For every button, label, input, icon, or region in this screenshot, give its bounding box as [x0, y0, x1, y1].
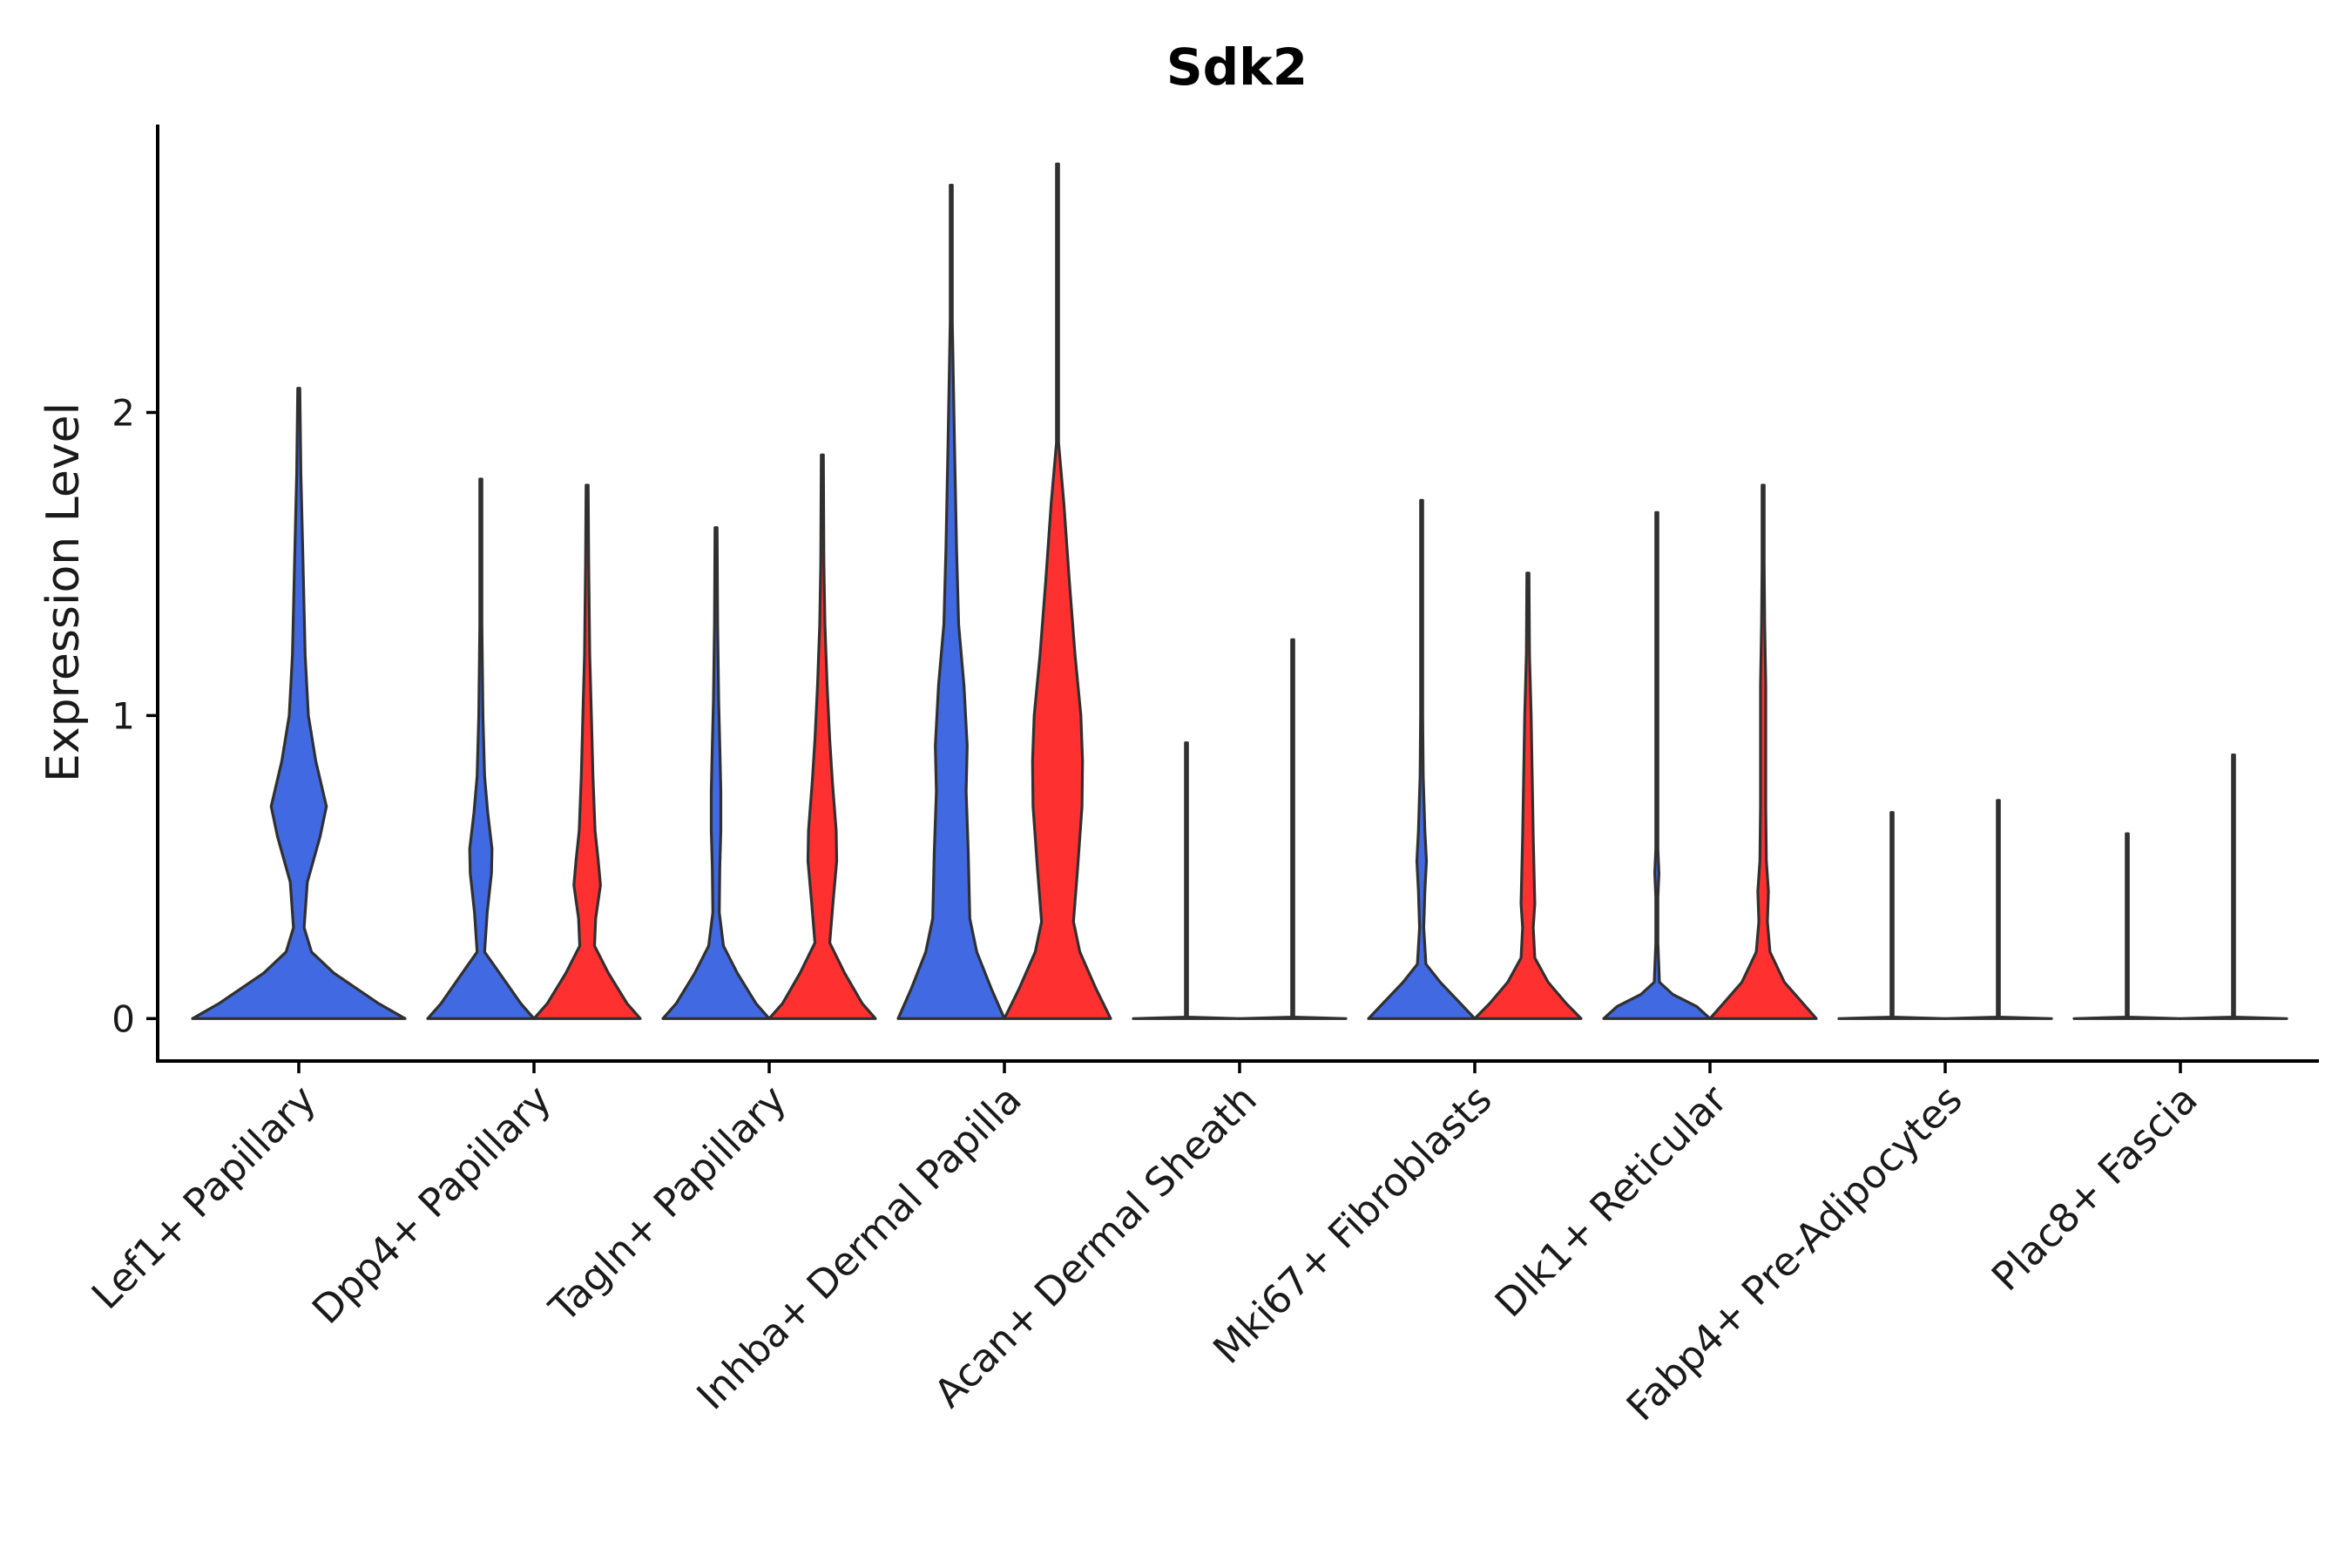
- x-tick-label: Dpp4+ Papillary: [303, 1076, 560, 1333]
- violin-acan-dermal-sheath-left: [1132, 741, 1241, 1020]
- violin-lef1-papillary-full: [191, 387, 407, 1020]
- x-tick-label: Dlk1+ Reticular: [1486, 1076, 1736, 1326]
- violin-dlk1-reticular-left: [1602, 510, 1712, 1020]
- x-tick-label: Plac8+ Fascia: [1983, 1076, 2207, 1300]
- violin-mki67-fibroblasts-right: [1473, 571, 1583, 1020]
- y-tick-label: 1: [112, 694, 135, 737]
- violin-acan-dermal-sheath-right: [1238, 638, 1348, 1020]
- violin-fabp4-pre-adipocytes-right: [1943, 799, 2053, 1020]
- violin-dpp4-papillary-left: [426, 477, 536, 1020]
- violin-plac8-fascia-right: [2179, 754, 2288, 1020]
- y-ticks-group: 0 1 2: [112, 392, 158, 1040]
- violin-inhba-dermal-papilla-left: [896, 184, 1006, 1020]
- violin-tagln-papillary-right: [767, 453, 877, 1020]
- x-tick-label: Tagln+ Papillary: [540, 1076, 795, 1331]
- violin-tagln-papillary-left: [661, 526, 771, 1020]
- violin-inhba-dermal-papilla-right: [1003, 162, 1112, 1020]
- y-tick-label: 0: [112, 997, 135, 1040]
- violin-fabp4-pre-adipocytes-left: [1837, 811, 1947, 1020]
- violin-dlk1-reticular-right: [1708, 483, 1818, 1020]
- violin-plac8-fascia-left: [2072, 832, 2182, 1020]
- violin-dpp4-papillary-right: [532, 483, 642, 1020]
- x-tick-label: Lef1+ Papillary: [83, 1076, 325, 1318]
- y-axis-label: Expression Level: [37, 402, 90, 782]
- violin-mki67-fibroblasts-left: [1367, 498, 1477, 1020]
- chart-title: Sdk2: [1166, 37, 1308, 97]
- y-tick-label: 2: [112, 392, 135, 435]
- violins-group: [191, 162, 2288, 1020]
